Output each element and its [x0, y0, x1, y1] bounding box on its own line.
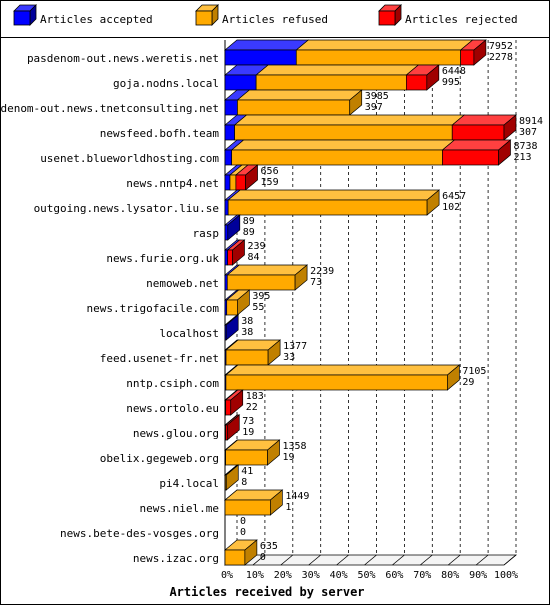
x-tick-label: 70% — [413, 570, 431, 581]
server-label: nemoweb.net — [146, 277, 219, 290]
legend-swatch — [196, 11, 212, 25]
x-tick-label: 100% — [494, 570, 518, 581]
server-label: feed.usenet-fr.net — [100, 352, 219, 365]
value-label-total: 656 — [261, 166, 279, 177]
value-label-accepted: 1 — [285, 502, 291, 513]
server-label: pi4.local — [159, 477, 219, 490]
value-label-total: 7952 — [489, 41, 513, 52]
bar-segment-refused — [228, 190, 439, 215]
bar-segment-refused — [296, 40, 472, 65]
value-label-total: 8738 — [513, 141, 537, 152]
x-tick-label: 30% — [302, 570, 320, 581]
value-label-accepted: 19 — [283, 452, 295, 463]
x-tick-label: 50% — [357, 570, 375, 581]
value-label-total: 395 — [252, 291, 270, 302]
server-label: localhost — [159, 327, 219, 340]
value-label-accepted: 22 — [246, 402, 258, 413]
legend-label: Articles refused — [222, 13, 328, 26]
x-tick-label: 90% — [469, 570, 487, 581]
value-label-accepted: 33 — [283, 352, 295, 363]
value-label-accepted: 8 — [241, 477, 247, 488]
server-label: newsfeed.bofh.team — [100, 127, 220, 140]
bar-segment-refused — [235, 115, 465, 140]
bar-segment-accepted — [225, 40, 308, 65]
value-label-total: 1377 — [283, 341, 307, 352]
x-tick-label: 80% — [441, 570, 459, 581]
value-label-total: 2239 — [310, 266, 334, 277]
legend-label: Articles accepted — [40, 13, 153, 26]
value-label-total: 7105 — [462, 366, 486, 377]
legend-swatch — [379, 11, 395, 25]
x-tick-label: 0% — [221, 570, 233, 581]
value-label-accepted: 213 — [513, 152, 531, 163]
value-label-total: 38 — [241, 316, 253, 327]
value-label-accepted: 55 — [252, 302, 264, 313]
server-label: news.trigofacile.com — [87, 302, 220, 315]
value-label-accepted: 19 — [242, 427, 254, 438]
server-label: news.bete-des-vosges.org — [60, 527, 219, 540]
value-label-accepted: 73 — [310, 277, 322, 288]
value-label-total: 635 — [260, 541, 278, 552]
value-label-accepted: 995 — [442, 77, 460, 88]
value-label-accepted: 0 — [260, 552, 266, 563]
value-label-accepted: 84 — [247, 252, 259, 263]
x-tick-label: 20% — [274, 570, 292, 581]
server-label: obelix.gegeweb.org — [100, 452, 219, 465]
value-label-total: 0 — [240, 516, 246, 527]
bar-segment-refused — [226, 365, 459, 390]
server-label: news.ortolo.eu — [126, 402, 219, 415]
value-label-total: 6448 — [442, 66, 466, 77]
server-label: pasdenom-out.news.tnetconsulting.net — [0, 102, 219, 115]
legend-label: Articles rejected — [405, 13, 518, 26]
value-label-total: 73 — [242, 416, 254, 427]
x-tick-label: 60% — [385, 570, 403, 581]
server-label: news.izac.org — [133, 552, 219, 565]
value-label-total: 239 — [247, 241, 265, 252]
value-label-total: 3985 — [365, 91, 389, 102]
server-label: news.furie.org.uk — [106, 252, 219, 265]
x-tick-label: 40% — [330, 570, 348, 581]
server-label: news.glou.org — [133, 427, 219, 440]
legend-swatch — [14, 11, 30, 25]
value-label-accepted: 38 — [241, 327, 253, 338]
value-label-accepted: 397 — [365, 102, 383, 113]
value-label-total: 41 — [241, 466, 253, 477]
value-label-accepted: 159 — [261, 177, 279, 188]
value-label-accepted: 102 — [442, 202, 460, 213]
value-label-accepted: 29 — [462, 377, 474, 388]
bar-segment-refused — [232, 140, 455, 165]
server-label: outgoing.news.lysator.liu.se — [34, 202, 219, 215]
value-label-accepted: 307 — [519, 127, 537, 138]
value-label-total: 89 — [243, 216, 255, 227]
value-label-total: 1358 — [283, 441, 307, 452]
server-label: nntp.csiph.com — [126, 377, 219, 390]
server-label: news.niel.me — [140, 502, 219, 515]
value-label-accepted: 0 — [240, 527, 246, 538]
server-label: rasp — [193, 227, 220, 240]
server-label: goja.nodns.local — [113, 77, 219, 90]
value-label-total: 183 — [246, 391, 264, 402]
bar-segment-refused — [256, 65, 418, 90]
value-label-accepted: 2278 — [489, 52, 513, 63]
value-label-total: 8914 — [519, 116, 543, 127]
value-label-accepted: 89 — [243, 227, 255, 238]
server-label: pasdenom-out.news.weretis.net — [27, 52, 219, 65]
x-axis-title: Articles received by server — [169, 585, 364, 599]
server-label: usenet.blueworldhosting.com — [40, 152, 219, 165]
x-tick-label: 10% — [246, 570, 264, 581]
value-label-total: 1449 — [285, 491, 309, 502]
bar-segment-refused — [237, 90, 361, 115]
server-label: news.nntp4.net — [126, 177, 219, 190]
value-label-total: 6457 — [442, 191, 466, 202]
